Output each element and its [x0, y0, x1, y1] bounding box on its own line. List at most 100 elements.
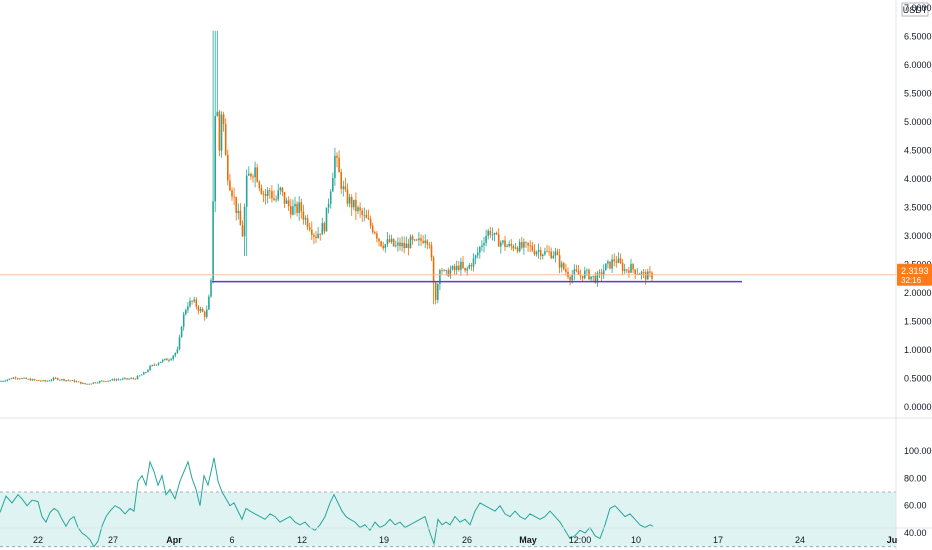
- candle-body: [77, 381, 80, 383]
- candle: [40, 379, 42, 382]
- candle-body: [464, 267, 466, 271]
- candle: [38, 380, 40, 381]
- currency-badge[interactable]: [901, 2, 929, 17]
- candle: [531, 241, 534, 252]
- time-axis[interactable]: 22 27 Apr 6 12 19 26 May 12:00 10 17 24 Ju: [0, 527, 932, 545]
- candle-body: [621, 262, 624, 271]
- candle: [455, 260, 458, 275]
- candle: [8, 378, 11, 381]
- candle: [458, 261, 460, 272]
- time-tick: 12: [297, 535, 307, 545]
- candle-body: [153, 364, 156, 366]
- candle-body: [565, 269, 567, 272]
- candle-body: [138, 375, 141, 377]
- candle-body: [611, 259, 613, 269]
- candle: [527, 242, 529, 252]
- candle-body: [363, 214, 366, 216]
- candle: [300, 198, 303, 219]
- candle: [371, 222, 374, 235]
- candle-body: [306, 218, 309, 228]
- candle: [485, 229, 487, 247]
- candle-body: [439, 270, 441, 285]
- candle: [430, 241, 433, 261]
- candle: [46, 380, 48, 382]
- candle: [159, 361, 162, 364]
- candle: [277, 183, 279, 202]
- candle-body: [441, 270, 443, 272]
- candle: [151, 364, 153, 367]
- candle-body: [212, 201, 214, 281]
- candle: [292, 199, 294, 216]
- time-tick: 10: [631, 535, 641, 545]
- price-tick: 2.0000: [904, 288, 932, 298]
- candle-body: [602, 270, 605, 276]
- candle-body: [237, 210, 240, 213]
- candle: [254, 161, 256, 188]
- candle: [338, 150, 340, 173]
- candle: [317, 227, 319, 239]
- candle: [117, 378, 120, 381]
- candle: [136, 375, 139, 380]
- candle: [506, 243, 508, 248]
- candle: [182, 311, 185, 331]
- time-tick: 22: [33, 535, 43, 545]
- candle: [266, 186, 269, 204]
- candle: [290, 198, 292, 219]
- candle: [546, 244, 548, 253]
- candle-body: [546, 251, 548, 253]
- candle: [161, 358, 164, 363]
- candle: [86, 383, 88, 385]
- candle: [334, 147, 336, 186]
- candle-body: [33, 379, 36, 380]
- candle: [609, 261, 611, 270]
- candle-body: [157, 363, 160, 365]
- candle-body: [401, 242, 403, 247]
- candle: [332, 172, 334, 192]
- candle-body: [638, 273, 641, 275]
- candle-body: [235, 196, 237, 213]
- candle-body: [218, 111, 221, 151]
- candle-body: [250, 173, 252, 177]
- time-tick: 27: [108, 535, 118, 545]
- candle: [359, 202, 361, 218]
- candle: [361, 207, 363, 222]
- candle-body: [542, 254, 544, 257]
- candle-body: [327, 203, 330, 208]
- candle-body: [12, 377, 15, 379]
- candle: [649, 266, 651, 278]
- candle-body: [69, 380, 72, 382]
- candle: [128, 377, 130, 380]
- candle: [424, 234, 426, 249]
- candle-body: [92, 382, 95, 384]
- candle: [239, 203, 242, 226]
- candle: [258, 180, 261, 192]
- candle: [623, 263, 626, 274]
- candle-body: [640, 272, 643, 275]
- candle: [313, 232, 315, 245]
- candle-body: [136, 376, 139, 380]
- candle: [563, 261, 565, 271]
- candle-body: [504, 240, 506, 247]
- candle: [311, 221, 313, 240]
- candle-body: [348, 197, 351, 204]
- candle: [607, 259, 609, 269]
- candle: [647, 268, 649, 280]
- candle-body: [48, 380, 51, 382]
- candle-series: [0, 30, 653, 385]
- candle: [319, 233, 321, 241]
- candle-body: [359, 207, 361, 211]
- candle: [651, 271, 653, 282]
- candle: [283, 192, 286, 209]
- candle: [164, 358, 166, 361]
- candle: [542, 253, 544, 260]
- candle: [395, 240, 397, 248]
- candle-body: [290, 206, 292, 215]
- candle-body: [506, 245, 508, 247]
- candle-body: [592, 275, 594, 277]
- price-axis[interactable]: USDT 7.0000 6.5000 6.0000 5.5000 5.0000 4.500…: [895, 0, 932, 550]
- candle: [535, 250, 538, 257]
- candle: [367, 209, 370, 221]
- candle: [220, 111, 223, 158]
- candle-body: [2, 380, 4, 382]
